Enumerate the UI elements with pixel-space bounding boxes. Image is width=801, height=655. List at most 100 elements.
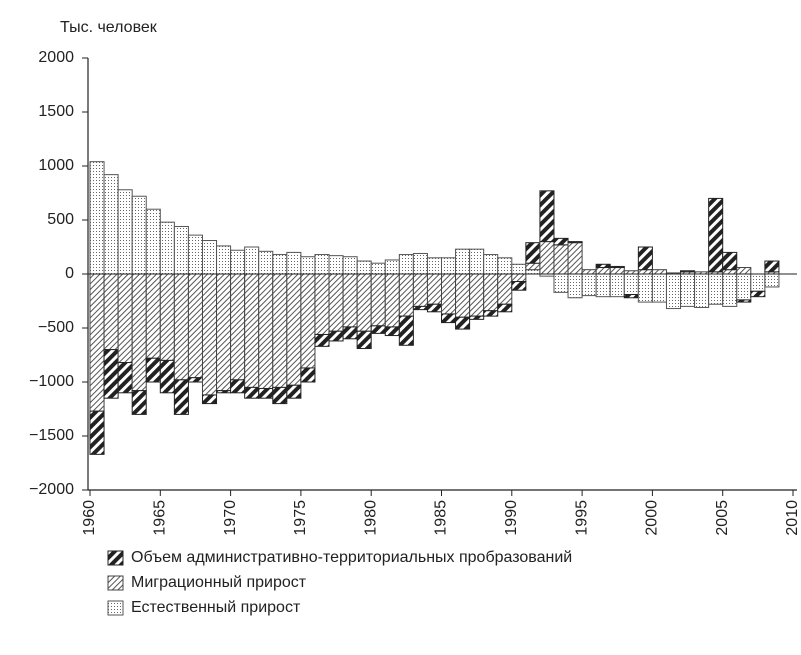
- bar-segment: [159, 221, 175, 275]
- bar-segment: [651, 273, 667, 303]
- bar-segment: [736, 299, 752, 303]
- bar-segment: [286, 384, 302, 399]
- bar-segment: [300, 256, 316, 275]
- y-tick-label: 0: [65, 265, 74, 282]
- bar-segment: [680, 273, 696, 307]
- bar-segment: [651, 269, 667, 275]
- bar-segment: [159, 359, 175, 394]
- bar-segment: [637, 273, 653, 303]
- bar-segment: [722, 251, 738, 271]
- bar-segment: [469, 248, 485, 275]
- bar-segment: [272, 273, 288, 388]
- y-tick-label: −1000: [29, 373, 74, 390]
- bar-segment: [117, 273, 133, 364]
- bar-segment: [694, 273, 710, 308]
- bar-segment: [356, 330, 372, 350]
- x-tick-label: 1995: [573, 500, 590, 536]
- bar-segment: [595, 273, 611, 298]
- bar-segment: [525, 262, 541, 271]
- bar-segment: [595, 267, 611, 275]
- bar-segment: [581, 269, 597, 275]
- bar-segment: [244, 386, 260, 399]
- bar-segment: [455, 273, 471, 318]
- bar-segment: [187, 377, 203, 383]
- bar-segment: [412, 273, 428, 307]
- bar-segment: [553, 237, 569, 246]
- bar-segment: [342, 273, 358, 328]
- bar-segment: [750, 290, 766, 298]
- bar-segment: [412, 305, 428, 311]
- x-tick-label: 1960: [81, 500, 98, 536]
- bar-segment: [553, 273, 569, 293]
- bar-segment: [89, 273, 105, 412]
- bar-segment: [750, 273, 766, 292]
- bar-segment: [258, 250, 274, 275]
- bar-segment: [286, 273, 302, 386]
- bar-segment: [595, 263, 611, 269]
- bar-segment: [187, 234, 203, 275]
- bar-segment: [539, 190, 555, 243]
- bar-segment: [398, 315, 414, 346]
- bar-segment: [230, 379, 246, 394]
- legend-swatch: [107, 600, 124, 616]
- x-tick-label: 1975: [292, 500, 309, 536]
- bar-segment: [145, 208, 161, 275]
- bar-segment: [131, 390, 147, 415]
- bar-segment: [342, 256, 358, 275]
- bar-segment: [244, 246, 260, 275]
- bar-segment: [736, 267, 752, 275]
- bar-segment: [103, 349, 119, 399]
- y-axis-label: Тыс. человек: [60, 19, 158, 36]
- bar-segment: [342, 326, 358, 340]
- bar-segment: [764, 260, 780, 273]
- legend-swatch: [107, 550, 124, 566]
- bar-segment: [469, 273, 485, 317]
- bar-segment: [637, 246, 653, 271]
- x-tick-label: 1985: [433, 500, 450, 536]
- bar-segment: [609, 265, 625, 269]
- bar-segment: [511, 263, 527, 275]
- bar-segment: [216, 390, 232, 394]
- bar-segment: [356, 273, 372, 332]
- bar-segment: [764, 273, 780, 288]
- bar-segment: [384, 326, 400, 337]
- bar-segment: [483, 310, 499, 317]
- bar-segment: [455, 248, 471, 275]
- bar-segment: [722, 269, 738, 275]
- bar-segment: [328, 255, 344, 275]
- bar-segment: [581, 273, 597, 297]
- y-tick-label: −500: [38, 319, 74, 336]
- bar-segment: [145, 357, 161, 383]
- bar-segment: [497, 303, 513, 313]
- bar-segment: [131, 195, 147, 275]
- bar-segment: [258, 273, 274, 389]
- x-tick-label: 1965: [152, 500, 169, 536]
- bar-segment: [230, 273, 246, 381]
- bar-segment: [89, 410, 105, 455]
- y-tick-label: 500: [47, 211, 74, 228]
- bar-segment: [567, 241, 583, 244]
- legend-label: Миграционный прирост: [131, 574, 307, 591]
- bar-segment: [328, 330, 344, 342]
- bar-segment: [328, 273, 344, 332]
- bar-segment: [314, 273, 330, 335]
- bar-segment: [117, 189, 133, 275]
- bar-segment: [722, 273, 738, 307]
- bar-segment: [230, 249, 246, 275]
- bar-segment: [609, 273, 625, 298]
- bar-segment: [680, 270, 696, 273]
- bar-segment: [272, 386, 288, 405]
- bar-segment: [300, 273, 316, 369]
- bar-segment: [483, 273, 499, 312]
- y-tick-label: 1500: [38, 103, 74, 120]
- y-tick-label: 1000: [38, 157, 74, 174]
- bar-segment: [441, 313, 457, 324]
- bar-segment: [300, 367, 316, 383]
- bar-segment: [441, 257, 457, 275]
- bar-segment: [131, 273, 147, 392]
- bar-segment: [370, 262, 386, 275]
- bar-segment: [553, 244, 569, 275]
- bar-segment: [539, 241, 555, 275]
- bar-segment: [173, 273, 189, 381]
- bar-segment: [216, 245, 232, 275]
